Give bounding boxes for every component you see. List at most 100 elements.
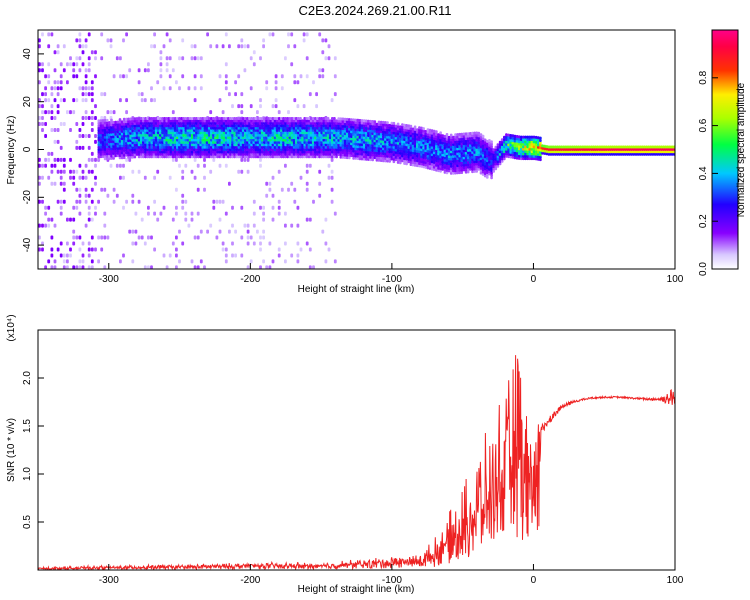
heatmap-ridge-cell	[556, 152, 559, 156]
heatmap-noise-cell	[234, 253, 237, 258]
heatmap-ridge-cell	[369, 146, 372, 150]
heatmap-ridge-cell	[297, 138, 300, 142]
heatmap-ridge-cell	[386, 121, 389, 125]
heatmap-ridge-cell	[322, 140, 326, 144]
heatmap-ridge-cell	[297, 136, 300, 140]
heatmap-ridge-cell	[146, 140, 149, 144]
heatmap-ridge-cell	[382, 130, 385, 134]
heatmap-ridge-cell	[479, 166, 483, 170]
heatmap-ridge-cell	[103, 142, 107, 146]
heatmap-ridge-cell	[214, 143, 217, 147]
heatmap-ridge-cell	[360, 135, 364, 139]
heatmap-ridge-cell	[462, 166, 466, 169]
heatmap-ridge-cell	[333, 128, 336, 132]
heatmap-ridge-cell	[222, 131, 226, 135]
heatmap-ridge-cell	[169, 145, 173, 149]
heatmap-ridge-cell	[235, 140, 239, 144]
heatmap-ridge-cell	[161, 119, 164, 123]
heatmap-ridge-cell	[583, 145, 587, 149]
heatmap-ridge-cell	[418, 147, 421, 151]
heatmap-noise-cell	[69, 253, 72, 258]
heatmap-ridge-cell	[530, 154, 534, 158]
heatmap-ridge-cell	[439, 160, 442, 164]
heatmap-ridge-cell	[358, 119, 362, 122]
heatmap-ridge-cell	[399, 142, 402, 146]
heatmap-noise-cell	[162, 44, 166, 49]
heatmap-ridge-cell	[152, 152, 156, 156]
heatmap-ridge-cell	[367, 153, 370, 157]
heatmap-ridge-cell	[231, 136, 234, 140]
heatmap-ridge-cell	[479, 154, 483, 158]
heatmap-ridge-cell	[409, 129, 413, 133]
heatmap-ridge-cell	[443, 146, 447, 150]
heatmap-ridge-cell	[156, 138, 160, 142]
heatmap-ridge-cell	[432, 146, 436, 150]
heatmap-ridge-cell	[258, 121, 262, 125]
heatmap-ridge-cell	[161, 124, 164, 128]
heatmap-ridge-cell	[666, 145, 670, 149]
heatmap-ridge-cell	[528, 145, 532, 149]
heatmap-y-axis-label: Frequency (Hz)	[6, 116, 17, 185]
heatmap-ridge-cell	[456, 159, 459, 163]
heatmap-noise-cell	[333, 92, 337, 97]
heatmap-ridge-cell	[403, 159, 406, 163]
heatmap-ridge-cell	[292, 152, 296, 156]
heatmap-ridge-cell	[305, 131, 309, 135]
heatmap-ridge-cell	[343, 146, 347, 150]
heatmap-noise-cell	[159, 62, 163, 67]
heatmap-ridge-cell	[258, 140, 262, 144]
heatmap-ridge-cell	[250, 145, 253, 149]
heatmap-ridge-cell	[411, 141, 415, 145]
heatmap-ridge-cell	[237, 138, 241, 142]
heatmap-ridge-cell	[263, 136, 266, 140]
heatmap-ridge-cell	[248, 145, 251, 149]
heatmap-noise-cell	[259, 163, 262, 168]
heatmap-ridge-cell	[456, 147, 459, 151]
heatmap-ridge-cell	[233, 131, 236, 135]
heatmap-ridge-cell	[537, 157, 540, 161]
heatmap-noise-cell	[287, 44, 290, 49]
heatmap-ridge-cell	[571, 145, 574, 149]
heatmap-noise-cell	[259, 247, 262, 252]
heatmap-ridge-cell	[528, 135, 532, 139]
heatmap-noise-cell	[262, 229, 265, 234]
heatmap-noise-cell	[75, 139, 79, 144]
heatmap-ridge-cell	[469, 139, 472, 143]
heatmap-ridge-cell	[286, 119, 289, 123]
heatmap-ridge-cell	[258, 155, 262, 159]
heatmap-ridge-cell	[103, 131, 107, 134]
heatmap-ridge-cell	[447, 152, 451, 156]
heatmap-ridge-cell	[403, 145, 406, 149]
heatmap-ridge-cell	[203, 136, 207, 140]
heatmap-ridge-cell	[182, 133, 185, 137]
heatmap-ridge-cell	[337, 153, 340, 156]
heatmap-ridge-cell	[352, 128, 355, 131]
heatmap-noise-cell	[168, 74, 172, 79]
heatmap-noise-cell	[137, 169, 141, 174]
heatmap-ridge-cell	[173, 119, 177, 123]
heatmap-ridge-cell	[139, 140, 143, 144]
heatmap-ridge-cell	[294, 140, 298, 144]
heatmap-noise-cell	[243, 44, 247, 49]
heatmap-ridge-cell	[288, 145, 292, 149]
heatmap-ridge-cell	[348, 132, 351, 136]
heatmap-noise-cell	[56, 44, 60, 49]
heatmap-ridge-cell	[335, 128, 338, 132]
heatmap-ridge-cell	[503, 138, 506, 142]
heatmap-ridge-cell	[256, 148, 260, 152]
heatmap-ridge-cell	[348, 120, 351, 124]
heatmap-ridge-cell	[182, 138, 185, 142]
heatmap-ridge-cell	[314, 133, 317, 137]
heatmap-noise-cell	[252, 50, 256, 55]
heatmap-noise-cell	[271, 205, 275, 210]
heatmap-ridge-cell	[188, 155, 192, 159]
heatmap-noise-cell	[78, 259, 82, 264]
heatmap-ridge-cell	[600, 147, 604, 151]
heatmap-ridge-cell	[122, 125, 126, 128]
heatmap-ridge-cell	[328, 155, 332, 159]
heatmap-noise-cell	[103, 92, 107, 97]
heatmap-ridge-cell	[105, 123, 109, 127]
figure-title: C2E3.2024.269.21.00.R11	[299, 3, 452, 18]
heatmap-ridge-cell	[471, 141, 474, 145]
heatmap-ridge-cell	[186, 140, 190, 144]
